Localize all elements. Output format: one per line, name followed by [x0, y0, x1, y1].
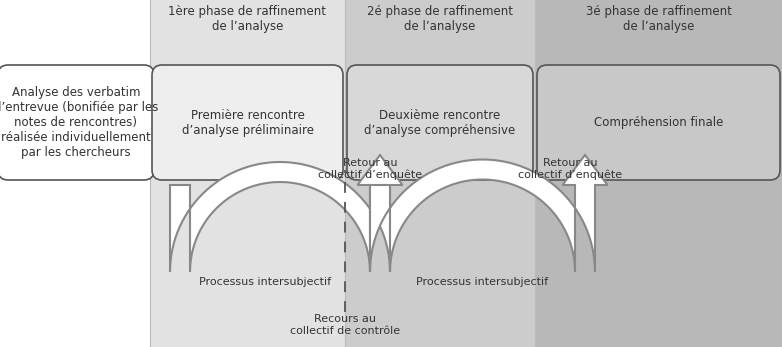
Text: Processus intersubjectif: Processus intersubjectif	[417, 277, 548, 287]
Text: 2é phase de raffinement
de l’analyse: 2é phase de raffinement de l’analyse	[367, 5, 513, 33]
Text: Processus intersubjectif: Processus intersubjectif	[199, 277, 331, 287]
FancyBboxPatch shape	[152, 65, 343, 180]
FancyBboxPatch shape	[537, 65, 780, 180]
Text: Analyse des verbatim
d’entrevue (bonifiée par les
notes de rencontres)
réalisée : Analyse des verbatim d’entrevue (bonifié…	[0, 86, 158, 159]
Text: 1ère phase de raffinement
de l’analyse: 1ère phase de raffinement de l’analyse	[168, 5, 327, 33]
Text: Deuxième rencontre
d’analyse compréhensive: Deuxième rencontre d’analyse compréhensi…	[364, 109, 515, 136]
Text: Première rencontre
d’analyse préliminaire: Première rencontre d’analyse préliminair…	[181, 109, 314, 136]
PathPatch shape	[170, 155, 403, 272]
FancyBboxPatch shape	[347, 65, 533, 180]
Text: 3é phase de raffinement
de l’analyse: 3é phase de raffinement de l’analyse	[586, 5, 731, 33]
Bar	[345, 0, 535, 347]
Text: Recours au
collectif de contrôle: Recours au collectif de contrôle	[290, 314, 400, 336]
Bar	[535, 0, 782, 347]
FancyBboxPatch shape	[0, 65, 154, 180]
Text: Compréhension finale: Compréhension finale	[594, 116, 723, 129]
Bar	[150, 0, 345, 347]
Text: Retour au
collectif d’enquête: Retour au collectif d’enquête	[518, 158, 622, 180]
PathPatch shape	[370, 155, 608, 272]
Text: Retour au
collectif d’enquête: Retour au collectif d’enquête	[318, 158, 422, 180]
